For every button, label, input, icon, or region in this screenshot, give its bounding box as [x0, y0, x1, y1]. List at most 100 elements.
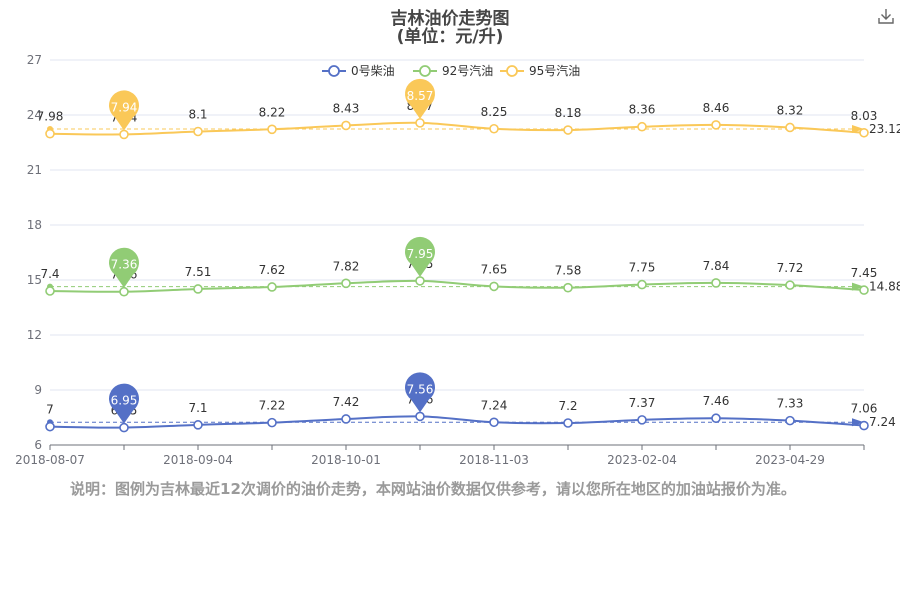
average-value-label: 23.12 [869, 122, 900, 136]
min-marker-pin: 6.95 [109, 383, 139, 424]
data-label: 7.84 [703, 259, 730, 273]
data-label: 7.42 [333, 395, 360, 409]
data-label: 7.4 [40, 267, 59, 281]
data-point [415, 411, 425, 422]
data-point [45, 421, 55, 432]
max-marker-pin: 7.56 [405, 372, 436, 413]
data-label: 8.18 [555, 106, 582, 120]
data-point [637, 279, 647, 290]
x-tick-label: 2018-09-04 [163, 453, 233, 467]
data-label: 7.37 [629, 396, 656, 410]
average-line-arrow [852, 124, 864, 133]
data-point [415, 118, 425, 128]
data-point [415, 276, 425, 286]
data-point [859, 127, 869, 138]
chart-title: 吉林油价走势图 [390, 9, 510, 29]
data-point [711, 120, 721, 130]
svg-text:8.57: 8.57 [407, 89, 434, 103]
data-label: 7.65 [481, 262, 508, 276]
x-tick-label: 2023-02-04 [607, 453, 677, 467]
data-point [267, 417, 277, 428]
svg-text:6.95: 6.95 [111, 394, 138, 408]
chart-subtitle: (单位：元/升) [396, 27, 504, 47]
data-label: 8.43 [333, 101, 360, 115]
data-label: 8.1 [188, 108, 207, 122]
data-point [637, 121, 647, 132]
data-label: 7.24 [481, 398, 508, 412]
x-tick-label: 2023-04-29 [755, 453, 825, 467]
disclaimer-note: 说明：图例为吉林最近12次调价的油价走势，本网站油价数据仅供参考，请以您所在地区… [70, 480, 796, 498]
data-point [637, 415, 647, 425]
data-label: 7.2 [558, 399, 577, 413]
data-label: 7.45 [851, 266, 878, 280]
data-label: 7.22 [259, 399, 286, 413]
series-line [49, 121, 865, 136]
data-point [785, 122, 795, 133]
data-point [785, 280, 795, 290]
data-point [711, 413, 721, 424]
series-line [49, 415, 865, 429]
data-label: 7.33 [777, 397, 804, 411]
min-marker-pin: 7.94 [108, 90, 139, 131]
series-line [49, 279, 865, 293]
data-label: 7.58 [555, 264, 582, 278]
y-tick-label: 27 [27, 53, 42, 67]
data-label: 7.98 [37, 110, 64, 124]
x-tick-label: 2018-10-01 [311, 453, 381, 467]
svg-text:7.95: 7.95 [407, 247, 434, 261]
data-point [711, 278, 721, 288]
data-label: 8.25 [481, 105, 508, 119]
min-marker-pin: 7.36 [109, 247, 139, 288]
data-label: 7.75 [629, 261, 656, 275]
y-tick-label: 24 [27, 108, 42, 122]
y-tick-label: 6 [34, 438, 42, 452]
data-point [859, 420, 869, 431]
data-point [193, 420, 203, 430]
data-label: 7.82 [333, 259, 360, 273]
data-point [785, 415, 795, 426]
data-label: 7.1 [188, 401, 207, 415]
data-point [341, 414, 351, 424]
data-label: 7 [46, 403, 54, 417]
y-tick-label: 15 [27, 273, 42, 287]
data-point [119, 422, 129, 433]
data-point [119, 286, 129, 297]
data-label: 7.46 [703, 394, 730, 408]
legend-item-label: 92号汽油 [442, 63, 493, 78]
data-label: 8.46 [703, 101, 730, 115]
y-tick-label: 18 [27, 218, 42, 232]
max-marker-pin: 7.95 [405, 236, 436, 277]
y-tick-label: 9 [34, 383, 42, 397]
svg-text:7.94: 7.94 [111, 100, 138, 114]
data-point [563, 418, 573, 428]
data-point [489, 417, 499, 428]
data-point [45, 286, 55, 296]
legend-item-label: 95号汽油 [529, 63, 580, 78]
max-marker-pin: 8.57 [405, 78, 436, 119]
legend-item-label: 0号柴油 [351, 64, 395, 78]
data-point [267, 124, 277, 135]
y-tick-label: 21 [27, 163, 42, 177]
data-point [119, 129, 129, 140]
data-point [489, 123, 499, 134]
x-tick-label: 2018-11-03 [459, 453, 529, 467]
data-label: 7.72 [777, 261, 804, 275]
data-point [193, 284, 203, 294]
data-point [563, 125, 573, 135]
data-point [489, 281, 499, 292]
x-tick-label: 2018-08-07 [15, 453, 85, 467]
svg-text:7.36: 7.36 [111, 258, 138, 272]
data-point [341, 278, 351, 289]
data-point [563, 282, 573, 293]
data-label: 7.51 [185, 265, 212, 279]
data-point [267, 282, 277, 292]
y-tick-label: 12 [27, 328, 42, 342]
data-label: 8.03 [851, 109, 878, 123]
data-label: 7.06 [851, 402, 878, 416]
download-icon[interactable] [876, 6, 896, 26]
data-label: 8.32 [777, 103, 804, 117]
data-point [45, 128, 55, 139]
data-label: 7.62 [259, 263, 286, 277]
average-value-label: 7.24 [869, 415, 896, 429]
